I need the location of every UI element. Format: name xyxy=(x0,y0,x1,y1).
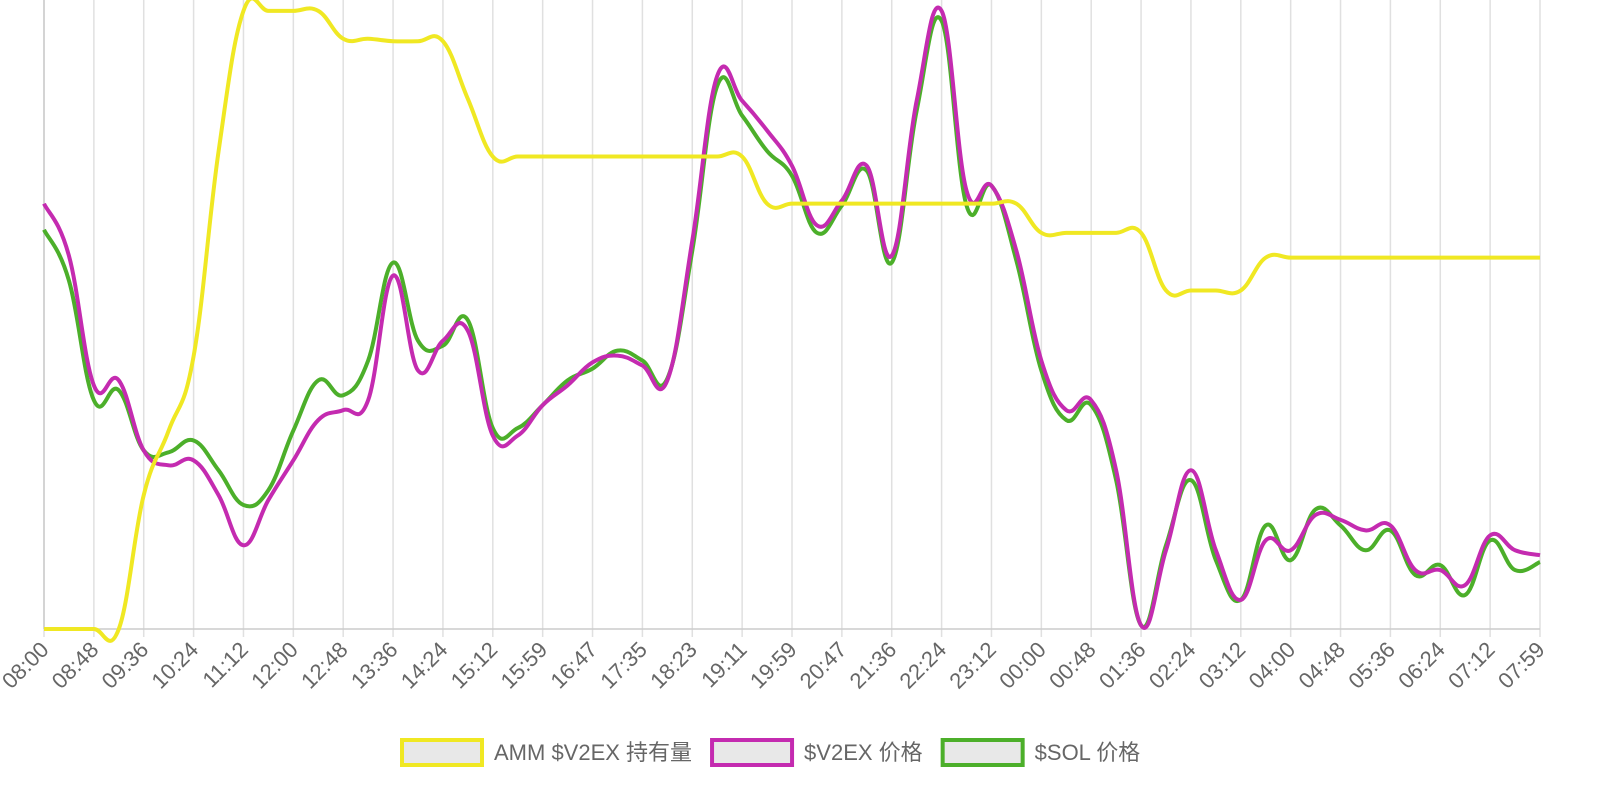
legend: AMM $V2EX 持有量 $V2EX 价格 $SOL 价格 xyxy=(400,738,1141,767)
x-tick-label: 08:00 xyxy=(0,637,54,694)
series-line xyxy=(42,15,1541,630)
x-tick-label: 13:36 xyxy=(346,637,403,694)
x-tick-label: 10:24 xyxy=(147,637,204,694)
x-tick-label: 15:12 xyxy=(446,637,503,694)
x-tick-label: 19:11 xyxy=(696,637,751,692)
x-tick-label: 04:00 xyxy=(1244,637,1301,694)
x-tick-label: 12:00 xyxy=(246,637,303,694)
x-tick-label: 11:12 xyxy=(198,637,253,692)
x-tick-label: 05:36 xyxy=(1343,637,1400,694)
x-tick-label: 14:24 xyxy=(396,637,453,694)
x-tick-label: 07:59 xyxy=(1493,637,1550,694)
series-line xyxy=(42,5,1541,630)
legend-swatch xyxy=(940,738,1025,767)
legend-swatch xyxy=(710,738,795,767)
legend-label: AMM $V2EX 持有量 xyxy=(494,740,692,765)
x-tick-label: 16:47 xyxy=(545,637,602,694)
legend-label: $SOL 价格 xyxy=(1035,740,1141,765)
x-tick-label: 01:36 xyxy=(1094,637,1151,694)
x-tick-label: 20:47 xyxy=(795,637,852,694)
x-tick-label: 23:12 xyxy=(944,637,1001,694)
x-tick-label: 07:12 xyxy=(1443,637,1500,694)
x-tick-label: 04:48 xyxy=(1293,637,1350,694)
x-tick-label: 06:24 xyxy=(1393,637,1450,694)
x-tick-label: 15:59 xyxy=(496,637,553,694)
x-tick-label: 00:48 xyxy=(1044,637,1101,694)
series-line xyxy=(44,0,1540,643)
x-tick-label: 19:59 xyxy=(745,637,802,694)
x-tick-label: 09:36 xyxy=(97,637,154,694)
x-tick-label: 21:36 xyxy=(845,637,902,694)
x-tick-label: 08:48 xyxy=(47,637,104,694)
x-tick-label: 00:00 xyxy=(994,637,1051,694)
legend-label: $V2EX 价格 xyxy=(804,740,923,765)
x-tick-label: 03:12 xyxy=(1194,637,1251,694)
x-tick-label: 12:48 xyxy=(296,637,353,694)
x-tick-label: 17:35 xyxy=(595,637,652,694)
legend-swatch xyxy=(400,738,484,767)
x-tick-label: 22:24 xyxy=(895,637,952,694)
x-tick-label: 18:23 xyxy=(645,637,702,694)
x-tick-label: 02:24 xyxy=(1144,637,1201,694)
